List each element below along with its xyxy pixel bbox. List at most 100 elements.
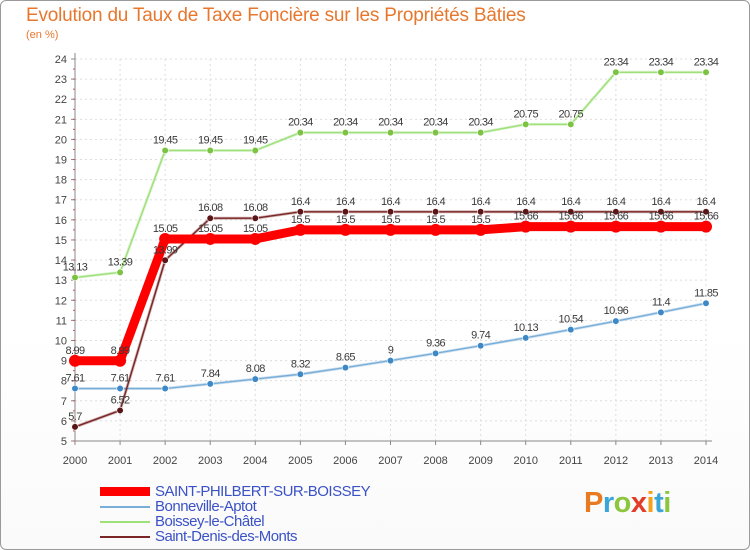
- x-tick-label: 2008: [423, 455, 447, 467]
- logo-letter: t: [654, 487, 664, 519]
- data-point: [204, 232, 217, 245]
- y-tick-label: 7: [61, 396, 67, 408]
- data-point: [251, 375, 259, 383]
- data-label: 7.84: [201, 368, 220, 380]
- logo-letter: P: [584, 487, 603, 519]
- series-group: [69, 68, 712, 431]
- data-label: 23.34: [604, 56, 629, 68]
- data-point: [71, 423, 79, 431]
- legend-swatch: [100, 487, 150, 496]
- data-label: 10.96: [604, 305, 629, 317]
- data-label: 23.34: [649, 56, 674, 68]
- x-tick-label: 2004: [243, 455, 267, 467]
- data-label: 20.34: [423, 117, 448, 129]
- data-label: 15.5: [336, 214, 355, 226]
- data-label: 6.52: [111, 394, 130, 406]
- data-label: 20.34: [333, 117, 358, 129]
- legend-item-boissey-le-chatel: Boissey-le-Châtel: [100, 514, 400, 530]
- legend-swatch: [100, 536, 150, 538]
- logo-letter: i: [663, 487, 671, 519]
- data-point: [296, 128, 304, 137]
- data-point: [114, 354, 127, 367]
- legend-label: Saint-Denis-des-Monts: [155, 528, 298, 545]
- y-tick-label: 12: [55, 295, 67, 307]
- data-point: [431, 128, 440, 137]
- legend-label: Bonneville-Aptot: [155, 498, 257, 515]
- data-point: [71, 273, 79, 282]
- y-tick-label: 18: [55, 175, 67, 187]
- y-tick-label: 14: [55, 255, 67, 267]
- data-label: 13.99: [153, 244, 178, 256]
- data-label: 20.75: [559, 108, 584, 120]
- data-label: 13.13: [63, 262, 88, 274]
- data-point: [702, 299, 710, 307]
- data-point: [567, 208, 575, 216]
- y-tick-label: 5: [61, 436, 67, 448]
- data-point: [477, 208, 485, 216]
- data-point: [522, 334, 530, 342]
- data-point: [116, 406, 124, 415]
- data-point: [69, 354, 81, 367]
- data-point: [161, 384, 169, 393]
- data-point: [431, 208, 440, 216]
- data-point: [386, 356, 395, 365]
- data-point: [657, 208, 665, 216]
- x-tick-label: 2002: [153, 455, 177, 467]
- data-point: [700, 220, 712, 233]
- legend-item-saint-philbert: SAINT-PHILBERT-SUR-BOISSEY: [100, 484, 400, 500]
- data-label: 7.61: [156, 373, 175, 385]
- x-tick-label: 2005: [288, 455, 312, 467]
- x-tick-label: 2000: [63, 455, 87, 467]
- y-tick-label: 15: [55, 235, 67, 247]
- data-point: [341, 208, 350, 216]
- data-label: 9.74: [471, 330, 490, 342]
- data-point: [477, 342, 485, 350]
- y-tick-label: 16: [55, 215, 67, 227]
- x-tick-label: 2012: [604, 455, 628, 467]
- data-label: 15.66: [513, 211, 538, 223]
- data-point: [567, 120, 575, 128]
- y-tick-label: 9: [61, 356, 67, 368]
- data-point: [339, 223, 352, 236]
- data-label: 16.08: [198, 202, 223, 214]
- y-tick-label: 19: [55, 155, 67, 167]
- data-point: [116, 384, 124, 393]
- data-label: 20.34: [378, 117, 403, 129]
- data-label: 15.05: [198, 223, 223, 235]
- data-point: [702, 208, 710, 216]
- data-point: [519, 220, 532, 233]
- x-tick-label: 2003: [198, 455, 222, 467]
- y-tick-label: 20: [55, 134, 67, 146]
- data-label: 15.5: [291, 214, 310, 226]
- data-point: [431, 349, 440, 357]
- data-label: 8.32: [291, 358, 310, 370]
- data-label: 9.36: [426, 337, 445, 349]
- data-point: [567, 326, 575, 334]
- data-label: 19.45: [198, 134, 223, 146]
- y-unit-label: (en %): [26, 29, 59, 41]
- y-tick-label: 23: [55, 74, 67, 86]
- x-tick-label: 2014: [694, 455, 718, 467]
- data-point: [522, 208, 530, 216]
- data-point: [159, 232, 172, 245]
- data-label: 15.5: [426, 214, 445, 226]
- data-point: [161, 146, 169, 155]
- data-label: 16.4: [516, 196, 535, 208]
- axes: 5 6 7 8 9 10 11 12 13 14 15 16 17 18 19 20 21 22 23 24 2000 2…: [55, 53, 718, 467]
- x-tick-label: 2006: [333, 455, 357, 467]
- y-tick-label: 11: [56, 315, 67, 327]
- data-point: [71, 384, 79, 393]
- data-point: [206, 214, 214, 222]
- legend-item-saint-denis-des-monts: Saint-Denis-des-Monts: [100, 529, 400, 545]
- data-label: 8.99: [65, 345, 84, 357]
- data-labels: 13.13 13.39 19.45 19.45 19.45 20.34 20.34 20.34…: [63, 56, 720, 423]
- data-point: [612, 208, 620, 216]
- x-tick-label: 2011: [559, 455, 583, 467]
- data-label: 23.34: [694, 56, 719, 68]
- data-label: 16.4: [336, 196, 355, 208]
- data-point: [612, 68, 620, 76]
- data-label: 16.4: [606, 196, 625, 208]
- data-label: 15.66: [604, 211, 629, 223]
